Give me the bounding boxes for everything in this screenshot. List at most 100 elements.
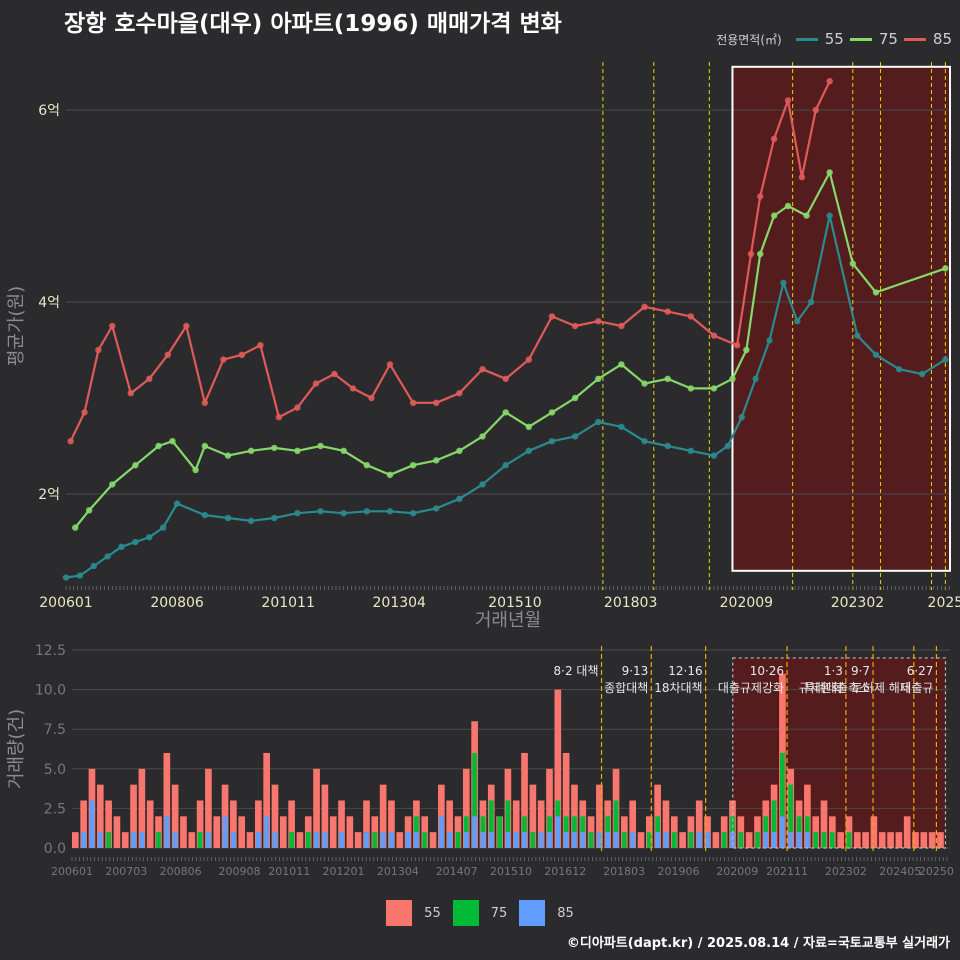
legend-item-55: 55: [795, 30, 844, 48]
data-point-55: [294, 510, 301, 517]
volume-bar-55: [263, 752, 270, 848]
volume-x-tick-label: 202111: [766, 865, 808, 878]
volume-bar-75: [830, 832, 835, 848]
volume-bar-85: [488, 832, 494, 848]
data-point-75: [271, 444, 278, 452]
volume-chart: 0.0 2.5 5.0 7.5 10.0 12.5 8·2 대책 9·13 종합대책 12·16 1…: [6, 643, 954, 878]
volume-legend-label-75: 75: [490, 905, 508, 921]
volume-bar-85: [231, 832, 236, 848]
volume-bar-85: [439, 816, 444, 848]
volume-bar-75: [156, 832, 161, 848]
volume-bar-85: [513, 832, 519, 848]
data-point-55: [247, 517, 255, 525]
volume-y-tick-label: 2.5: [44, 801, 66, 817]
volume-bar-75: [622, 832, 627, 848]
volume-bar-85: [164, 816, 170, 848]
x-tick-label: 200601: [39, 595, 92, 611]
data-point-85: [479, 366, 486, 373]
volume-bar-55: [662, 800, 670, 848]
volume-bar-85: [89, 800, 95, 848]
y-tick-label: 4억: [38, 295, 60, 311]
data-point-75: [849, 260, 857, 267]
volume-bar-85: [780, 816, 785, 848]
volume-x-tick-label: 200806: [160, 865, 202, 878]
data-point-85: [618, 322, 625, 330]
data-point-55: [664, 442, 671, 450]
data-point-55: [752, 375, 759, 382]
data-point-55: [826, 212, 833, 219]
volume-legend-swatch-55: [386, 900, 413, 926]
data-point-85: [275, 414, 283, 421]
volume-bar-85: [364, 832, 369, 848]
data-point-55: [854, 332, 861, 339]
data-point-75: [201, 442, 209, 450]
volume-bar-55: [255, 800, 262, 848]
volume-y-tick-label: 5.0: [44, 762, 66, 778]
data-point-75: [192, 466, 199, 474]
volume-bar-85: [314, 832, 319, 848]
volume-bar-55: [537, 800, 545, 848]
data-point-75: [784, 202, 792, 210]
data-point-55: [173, 500, 181, 507]
data-point-85: [433, 399, 440, 406]
volume-bar-75: [305, 832, 311, 848]
volume-bar-55: [296, 832, 304, 848]
volume-bar-85: [805, 832, 810, 848]
volume-bar-55: [105, 800, 112, 848]
legend-title: 전용면적(㎡): [716, 32, 782, 47]
data-point-85: [733, 342, 741, 349]
volume-legend-label-85: 85: [557, 905, 574, 921]
volume-bar-75: [372, 832, 378, 848]
legend-item-85: 85: [903, 30, 952, 48]
volume-bar-85: [414, 832, 419, 848]
data-point-75: [942, 265, 949, 272]
volume-bar-55: [180, 816, 187, 848]
series-line-75: [74, 171, 946, 529]
data-point-75: [155, 442, 162, 450]
volume-bar-85: [272, 832, 278, 848]
volume-bar-85: [447, 832, 453, 848]
legend-label-55: 55: [824, 30, 844, 48]
volume-bar-75: [289, 832, 294, 848]
x-tick-label: 201803: [604, 595, 657, 611]
legend-line-75: [849, 37, 872, 41]
volume-bar-85: [580, 832, 586, 848]
volume-x-tick-label: 200703: [105, 865, 147, 878]
data-point-75: [294, 447, 301, 454]
chart-title: 장항 호수마을(대우) 아파트(1996) 매매가격 변화: [64, 11, 562, 37]
volume-bar-85: [480, 832, 486, 848]
volume-bar-85: [339, 832, 344, 848]
volume-bar-85: [81, 832, 86, 848]
data-point-55: [872, 351, 880, 358]
volume-legend-swatch-85: [519, 900, 546, 926]
volume-bar-55: [887, 832, 894, 848]
volume-legend-swatch-75: [452, 900, 479, 926]
data-point-75: [224, 452, 232, 459]
volume-x-tick-label: 201906: [657, 865, 699, 878]
data-point-85: [641, 303, 648, 310]
volume-bar-55: [554, 689, 562, 848]
data-point-55: [224, 514, 232, 522]
data-point-85: [664, 308, 671, 315]
data-point-75: [247, 447, 255, 454]
data-point-85: [770, 135, 778, 142]
volume-bar-85: [139, 832, 145, 848]
data-point-85: [220, 356, 227, 363]
volume-bar-55: [928, 832, 936, 848]
data-point-75: [571, 394, 579, 402]
policy-annotation-date: 10·26: [750, 664, 784, 678]
policy-annotation-name: 특례대출축소: [804, 681, 870, 695]
policy-annotation-name: 토허제 해제: [852, 681, 911, 695]
data-point-75: [743, 346, 750, 354]
data-point-75: [872, 289, 880, 296]
data-point-55: [456, 495, 463, 502]
volume-bar-75: [530, 832, 536, 848]
volume-legend-item-55: 55: [386, 900, 441, 926]
data-point-55: [340, 510, 347, 517]
volume-bar-85: [380, 832, 386, 848]
data-point-55: [710, 452, 718, 459]
data-point-55: [548, 438, 556, 445]
volume-bar-75: [646, 832, 652, 848]
volume-bar-55: [246, 832, 254, 848]
data-point-55: [571, 433, 579, 440]
